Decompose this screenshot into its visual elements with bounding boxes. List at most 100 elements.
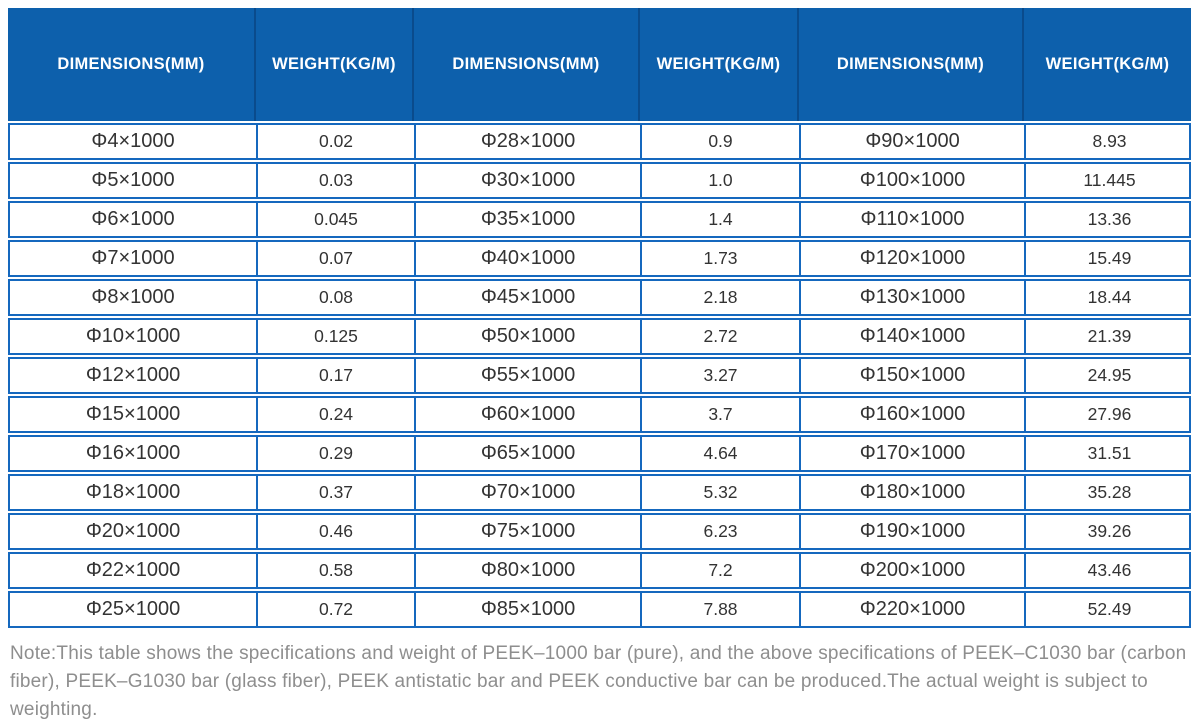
dimension-cell: Φ80×1000 [414, 554, 640, 587]
weight-cell: 21.39 [1024, 320, 1193, 353]
dimension-cell: Φ8×1000 [91, 286, 175, 308]
dimension-cell: Φ16×1000 [85, 442, 181, 464]
weight-cell: 1.0 [640, 164, 799, 197]
header-cell-dimensions: DIMENSIONS(MM) [57, 55, 205, 73]
weight-cell: 4.64 [640, 437, 799, 470]
table-row: Φ8×1000 0.08 Φ45×1000 2.18 Φ130×1000 18.44 [8, 279, 1191, 316]
dimension-cell: Φ25×1000 [85, 598, 181, 620]
weight-cell: 0.72 [256, 593, 414, 626]
table-header-row: DIMENSIONS(MM) WEIGHT(KG/M) DIMENSIONS(MM)… [8, 8, 1191, 121]
dimension-cell: Φ35×1000 [414, 203, 640, 236]
weight-cell: 6.23 [640, 515, 799, 548]
weight-cell: 0.17 [256, 359, 414, 392]
dimension-cell: Φ140×1000 [799, 320, 1024, 353]
dimension-cell: Φ75×1000 [414, 515, 640, 548]
header-cell-weight: WEIGHT(KG/M) [1022, 8, 1191, 121]
weight-cell: 7.88 [640, 593, 799, 626]
table-row: Φ16×1000 0.29 Φ65×1000 4.64 Φ170×1000 31.51 [8, 435, 1191, 472]
dimension-cell: Φ110×1000 [799, 203, 1024, 236]
table-row: Φ22×1000 0.58 Φ80×1000 7.2 Φ200×1000 43.46 [8, 552, 1191, 589]
dimension-cell: Φ65×1000 [414, 437, 640, 470]
weight-cell: 52.49 [1024, 593, 1193, 626]
dimension-cell: Φ4×1000 [91, 130, 175, 152]
weight-cell: 15.49 [1024, 242, 1193, 275]
weight-cell: 5.32 [640, 476, 799, 509]
weight-cell: 8.93 [1024, 125, 1193, 158]
peek-bar-spec-table: DIMENSIONS(MM) WEIGHT(KG/M) DIMENSIONS(MM)… [8, 8, 1191, 628]
weight-cell: 0.46 [256, 515, 414, 548]
weight-cell: 0.29 [256, 437, 414, 470]
header-cell-weight: WEIGHT(KG/M) [638, 8, 797, 121]
header-cell-weight: WEIGHT(KG/M) [254, 8, 412, 121]
dimension-cell: Φ70×1000 [414, 476, 640, 509]
table-row: Φ5×1000 0.03 Φ30×1000 1.0 Φ100×1000 11.445 [8, 162, 1191, 199]
dimension-cell: Φ200×1000 [799, 554, 1024, 587]
weight-cell: 0.9 [640, 125, 799, 158]
table-row: Φ18×1000 0.37 Φ70×1000 5.32 Φ180×1000 35.28 [8, 474, 1191, 511]
weight-cell: 7.2 [640, 554, 799, 587]
header-cell-dimensions: DIMENSIONS(MM) [797, 8, 1022, 121]
weight-cell: 0.07 [256, 242, 414, 275]
dimension-cell: Φ22×1000 [85, 559, 181, 581]
weight-cell: 3.27 [640, 359, 799, 392]
dimension-cell: Φ40×1000 [414, 242, 640, 275]
weight-cell: 31.51 [1024, 437, 1193, 470]
dimension-cell: Φ12×1000 [85, 364, 181, 386]
dimension-cell: Φ28×1000 [414, 125, 640, 158]
weight-cell: 27.96 [1024, 398, 1193, 431]
dimension-cell: Φ18×1000 [85, 481, 181, 503]
table-row: Φ10×1000 0.125 Φ50×1000 2.72 Φ140×1000 21.39 [8, 318, 1191, 355]
table-body: Φ4×1000 0.02 Φ28×1000 0.9 Φ90×1000 8.93 Φ5×100… [8, 123, 1191, 628]
dimension-cell: Φ100×1000 [799, 164, 1024, 197]
table-row: Φ6×1000 0.045 Φ35×1000 1.4 Φ110×1000 13.36 [8, 201, 1191, 238]
weight-cell: 1.73 [640, 242, 799, 275]
dimension-cell: Φ120×1000 [799, 242, 1024, 275]
dimension-cell: Φ50×1000 [414, 320, 640, 353]
dimension-cell: Φ220×1000 [799, 593, 1024, 626]
table-note: Note:This table shows the specifications… [10, 643, 1187, 720]
dimension-cell: Φ190×1000 [799, 515, 1024, 548]
weight-cell: 0.08 [256, 281, 414, 314]
table-row: Φ15×1000 0.24 Φ60×1000 3.7 Φ160×1000 27.96 [8, 396, 1191, 433]
weight-cell: 0.24 [256, 398, 414, 431]
table-row: Φ4×1000 0.02 Φ28×1000 0.9 Φ90×1000 8.93 [8, 123, 1191, 160]
weight-cell: 18.44 [1024, 281, 1193, 314]
dimension-cell: Φ130×1000 [799, 281, 1024, 314]
weight-cell: 0.045 [256, 203, 414, 236]
weight-cell: 0.125 [256, 320, 414, 353]
dimension-cell: Φ15×1000 [85, 403, 181, 425]
weight-cell: 0.58 [256, 554, 414, 587]
weight-cell: 2.72 [640, 320, 799, 353]
table-row: Φ25×1000 0.72 Φ85×1000 7.88 Φ220×1000 52.49 [8, 591, 1191, 628]
page: DIMENSIONS(MM) WEIGHT(KG/M) DIMENSIONS(MM)… [8, 8, 1191, 720]
table-row: Φ20×1000 0.46 Φ75×1000 6.23 Φ190×1000 39.26 [8, 513, 1191, 550]
weight-cell: 3.7 [640, 398, 799, 431]
weight-cell: 35.28 [1024, 476, 1193, 509]
dimension-cell: Φ60×1000 [414, 398, 640, 431]
dimension-cell: Φ150×1000 [799, 359, 1024, 392]
weight-cell: 11.445 [1024, 164, 1193, 197]
dimension-cell: Φ45×1000 [414, 281, 640, 314]
table-row: Φ12×1000 0.17 Φ55×1000 3.27 Φ150×1000 24.95 [8, 357, 1191, 394]
dimension-cell: Φ5×1000 [91, 169, 175, 191]
weight-cell: 39.26 [1024, 515, 1193, 548]
weight-cell: 1.4 [640, 203, 799, 236]
header-cell-dimensions: DIMENSIONS(MM) [412, 8, 638, 121]
weight-cell: 0.03 [256, 164, 414, 197]
weight-cell: 0.37 [256, 476, 414, 509]
weight-cell: 0.02 [256, 125, 414, 158]
dimension-cell: Φ160×1000 [799, 398, 1024, 431]
weight-cell: 13.36 [1024, 203, 1193, 236]
weight-cell: 2.18 [640, 281, 799, 314]
weight-cell: 43.46 [1024, 554, 1193, 587]
dimension-cell: Φ90×1000 [799, 125, 1024, 158]
dimension-cell: Φ55×1000 [414, 359, 640, 392]
dimension-cell: Φ20×1000 [85, 520, 181, 542]
table-row: Φ7×1000 0.07 Φ40×1000 1.73 Φ120×1000 15.49 [8, 240, 1191, 277]
dimension-cell: Φ170×1000 [799, 437, 1024, 470]
dimension-cell: Φ10×1000 [85, 325, 181, 347]
dimension-cell: Φ180×1000 [799, 476, 1024, 509]
weight-cell: 24.95 [1024, 359, 1193, 392]
dimension-cell: Φ6×1000 [91, 208, 175, 230]
dimension-cell: Φ85×1000 [414, 593, 640, 626]
